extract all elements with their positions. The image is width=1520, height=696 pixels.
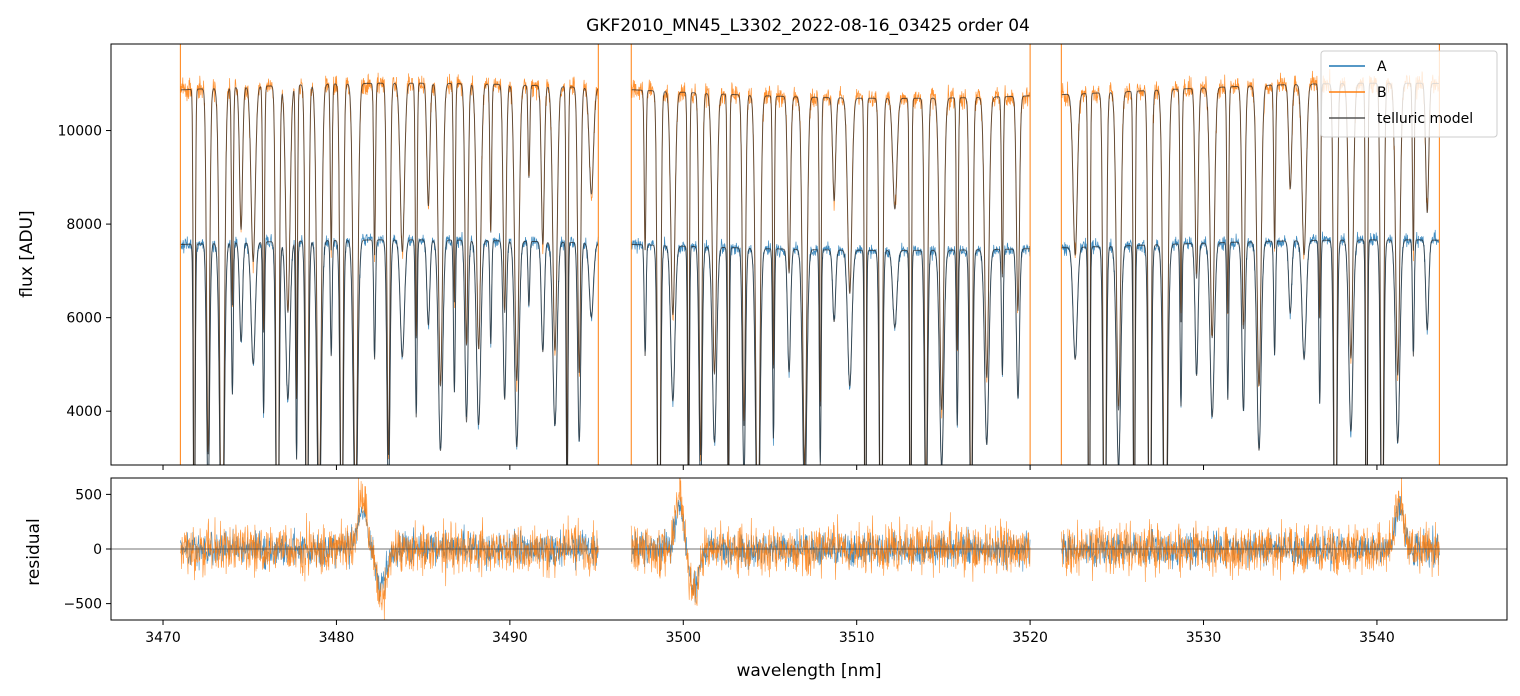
- residual-y-tick-label: −500: [64, 597, 102, 613]
- legend-label-b: B: [1377, 85, 1387, 101]
- flux-x-ticks: [162, 465, 1378, 470]
- telluric-model-line-b: [631, 89, 1031, 465]
- residual-plot-area: [111, 478, 1507, 620]
- x-tick-label: 3490: [492, 630, 528, 646]
- residual-b-line: [1061, 478, 1440, 583]
- legend-box: [1320, 50, 1498, 138]
- flux-y-tick-label: 4000: [66, 404, 102, 420]
- residual-panel: −500 0 500 3470 3480 3490 3500 3510 3520 3530 354…: [24, 477, 1508, 681]
- residual-y-ticks: −500 0 500: [64, 487, 111, 613]
- x-tick-label: 3500: [665, 630, 701, 646]
- flux-axes-frame: [110, 43, 1508, 466]
- flux-y-tick-label: 10000: [57, 124, 102, 140]
- x-tick-label: 3520: [1012, 630, 1048, 646]
- legend-label-model: telluric model: [1377, 111, 1473, 127]
- residual-y-label: residual: [24, 518, 44, 585]
- legend: A B telluric model: [1320, 50, 1498, 138]
- residual-b-line: [180, 478, 599, 620]
- residual-y-tick-label: 0: [93, 542, 102, 558]
- telluric-model-line-a: [1061, 239, 1440, 465]
- telluric-model-line-a: [180, 239, 599, 465]
- x-tick-label: 3470: [145, 630, 181, 646]
- residual-x-ticks: 3470 3480 3490 3500 3510 3520 3530 3540: [145, 620, 1395, 646]
- telluric-model-line-a: [631, 243, 1031, 465]
- legend-label-a: A: [1377, 59, 1387, 75]
- x-axis-label: wavelength [nm]: [736, 661, 881, 681]
- flux-panel: 4000 6000 8000 10000 flux [ADU]: [17, 43, 1508, 470]
- x-tick-label: 3540: [1359, 630, 1395, 646]
- flux-y-label: flux [ADU]: [17, 210, 37, 297]
- flux-plot-area: [179, 44, 1440, 465]
- flux-y-tick-label: 8000: [66, 217, 102, 233]
- telluric-model-line-b: [180, 82, 599, 465]
- chart-title: GKF2010_MN45_L3302_2022-08-16_03425 orde…: [586, 16, 1030, 36]
- flux-y-ticks: 4000 6000 8000 10000: [57, 124, 111, 420]
- x-tick-label: 3510: [839, 630, 875, 646]
- x-tick-label: 3530: [1186, 630, 1222, 646]
- flux-y-tick-label: 6000: [66, 311, 102, 327]
- x-tick-label: 3480: [319, 630, 355, 646]
- residual-y-tick-label: 500: [75, 487, 102, 503]
